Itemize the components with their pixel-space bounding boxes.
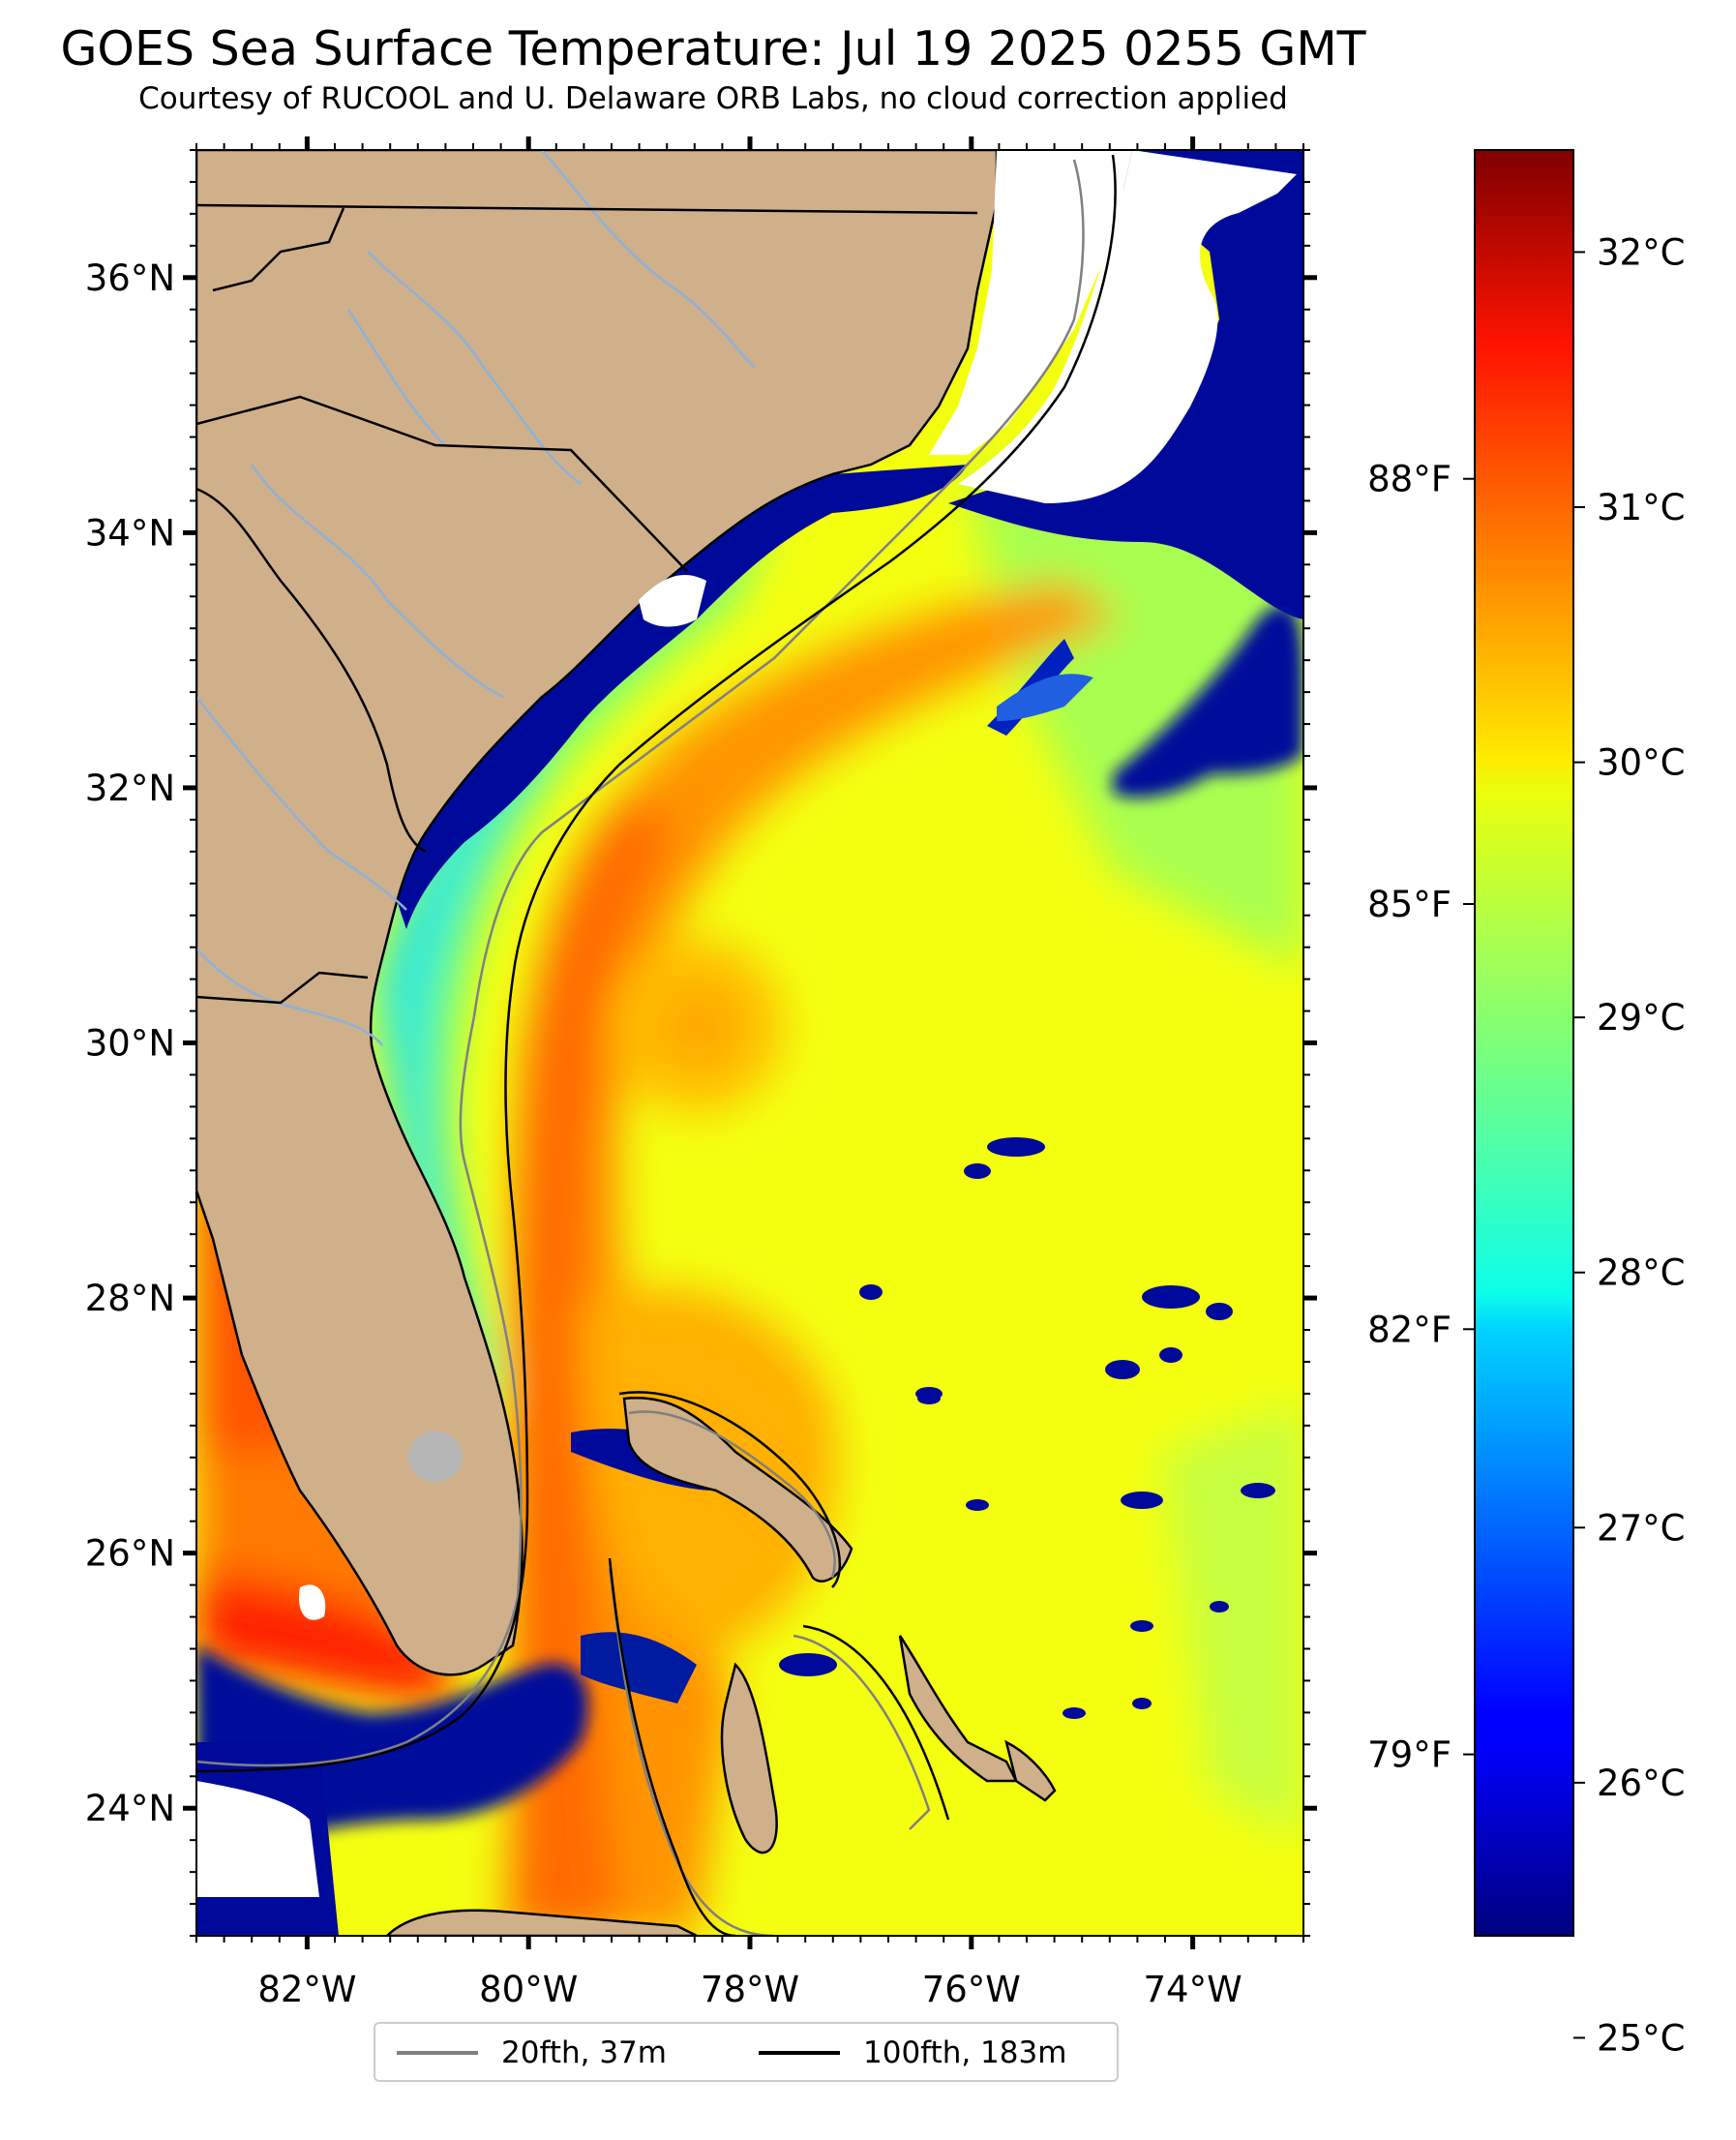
legend: 20fth, 37m 100fth, 183m: [374, 2022, 1119, 2082]
celsius-tick-label: 28°C: [1597, 1252, 1685, 1294]
axis-ticks: [183, 136, 1317, 1949]
legend-label: 100fth, 183m: [863, 2035, 1067, 2070]
fahrenheit-tick-label: 82°F: [1367, 1309, 1452, 1350]
celsius-tick-label: 27°C: [1597, 1507, 1685, 1549]
lat-tick-label: 26°N: [85, 1533, 175, 1575]
lat-tick-label: 24°N: [85, 1788, 175, 1829]
isobath-20fth: [196, 159, 1085, 1767]
lon-tick-label: 78°W: [701, 1969, 799, 2010]
legend-line-gray: [397, 2051, 478, 2055]
lon-tick-label: 82°W: [257, 1969, 356, 2010]
lon-tick-label: 80°W: [479, 1969, 578, 2010]
fahrenheit-tick-label: 79°F: [1367, 1734, 1452, 1776]
isobath-100fth-bahamas: [608, 1391, 950, 1936]
legend-item-100fth: 100fth, 183m: [759, 2035, 1066, 2070]
lat-tick-label: 28°N: [85, 1278, 175, 1319]
celsius-tick-label: 26°C: [1597, 1763, 1685, 1804]
lat-tick-label: 36°N: [85, 257, 175, 299]
celsius-tick-label: 31°C: [1597, 487, 1685, 528]
map-title: GOES Sea Surface Temperature: Jul 19 202…: [60, 21, 1366, 76]
rivers: [196, 150, 756, 1046]
legend-item-20fth: 20fth, 37m: [397, 2035, 667, 2070]
no-data-areas: [196, 150, 1297, 1897]
legend-label: 20fth, 37m: [501, 2035, 667, 2070]
lon-tick-label: 74°W: [1144, 1969, 1242, 2010]
colorbar: [1474, 149, 1574, 1937]
lat-tick-label: 32°N: [85, 768, 175, 809]
celsius-tick-label: 25°C: [1597, 2017, 1685, 2059]
legend-line-black: [759, 2051, 840, 2055]
map-area: [196, 150, 1303, 1936]
map-subtitle: Courtesy of RUCOOL and U. Delaware ORB L…: [138, 81, 1288, 116]
lon-tick-label: 76°W: [922, 1969, 1021, 2010]
colorbar-ticks: 32°C 31°C 30°C 29°C 28°C 27°C 26°C 25°C 88°F 85°F…: [1367, 231, 1685, 2059]
lat-tick-label: 34°N: [85, 512, 175, 554]
land: [196, 150, 1057, 1936]
fahrenheit-tick-label: 85°F: [1367, 884, 1452, 925]
lat-tick-label: 30°N: [85, 1023, 175, 1065]
celsius-tick-label: 29°C: [1597, 997, 1685, 1039]
isobath-100fth: [196, 154, 1117, 1773]
celsius-tick-label: 32°C: [1597, 231, 1685, 273]
axis-labels: 82°W 80°W 78°W 76°W 74°W 36°N 34°N 32°N 30°N 28°N…: [85, 257, 1242, 2010]
celsius-tick-label: 30°C: [1597, 742, 1685, 784]
fahrenheit-tick-label: 88°F: [1367, 459, 1452, 500]
sst-field: [196, 407, 1303, 1936]
state-borders: [196, 203, 978, 1005]
